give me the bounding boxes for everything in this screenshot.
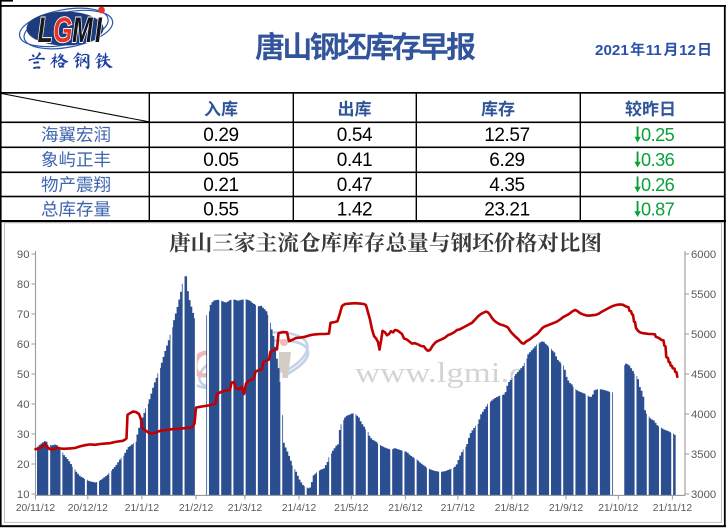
svg-text:20/12/12: 20/12/12 — [68, 503, 108, 514]
svg-text:0.47: 0.47 — [337, 175, 372, 196]
svg-text:M: M — [72, 11, 93, 50]
svg-text:0.29: 0.29 — [203, 125, 238, 146]
svg-text:0.54: 0.54 — [337, 125, 373, 146]
svg-text:50: 50 — [17, 369, 30, 381]
svg-text:21/5/12: 21/5/12 — [334, 503, 369, 514]
svg-text:23.21: 23.21 — [484, 200, 530, 221]
svg-text:I: I — [95, 11, 102, 50]
svg-text:0.05: 0.05 — [203, 150, 238, 171]
svg-text:21/3/12: 21/3/12 — [228, 503, 263, 514]
svg-text:4.35: 4.35 — [489, 175, 524, 196]
svg-text:21/9/12: 21/9/12 — [549, 503, 584, 514]
svg-text:80: 80 — [17, 279, 30, 291]
svg-text:5000: 5000 — [691, 329, 716, 341]
svg-text:2021: 2021 — [595, 42, 629, 59]
svg-text:1.42: 1.42 — [337, 200, 372, 221]
svg-text:21/4/12: 21/4/12 — [282, 503, 317, 514]
svg-text:0.21: 0.21 — [203, 175, 238, 196]
svg-text:21/1/12: 21/1/12 — [125, 503, 160, 514]
svg-text:0.25: 0.25 — [641, 125, 675, 145]
svg-text:0.55: 0.55 — [203, 200, 238, 221]
svg-text:10: 10 — [17, 489, 30, 501]
svg-text:4500: 4500 — [691, 369, 716, 381]
svg-text:30: 30 — [17, 429, 30, 441]
svg-text:20: 20 — [17, 459, 30, 471]
svg-text:0.41: 0.41 — [337, 150, 372, 171]
svg-text:0.36: 0.36 — [641, 150, 675, 170]
svg-text:40: 40 — [17, 399, 30, 411]
svg-text:21/10/12: 21/10/12 — [598, 503, 638, 514]
svg-text:20/11/12: 20/11/12 — [16, 503, 56, 514]
svg-text:21/11/12: 21/11/12 — [653, 503, 693, 514]
svg-text:3500: 3500 — [691, 449, 716, 461]
svg-text:21/8/12: 21/8/12 — [495, 503, 530, 514]
svg-text:L: L — [38, 11, 53, 50]
svg-text:3000: 3000 — [691, 489, 716, 501]
svg-text:6.29: 6.29 — [489, 150, 524, 171]
svg-text:12: 12 — [679, 42, 696, 59]
svg-text:12.57: 12.57 — [484, 125, 530, 146]
svg-text:90: 90 — [17, 249, 30, 261]
svg-text:0.87: 0.87 — [641, 200, 675, 220]
svg-text:G: G — [53, 11, 72, 50]
svg-text:60: 60 — [17, 339, 30, 351]
svg-text:70: 70 — [17, 309, 30, 321]
svg-text:6000: 6000 — [691, 249, 716, 261]
svg-text:11: 11 — [646, 42, 663, 59]
svg-text:0.26: 0.26 — [641, 175, 675, 195]
svg-text:21/2/12: 21/2/12 — [179, 503, 214, 514]
svg-text:21/6/12: 21/6/12 — [388, 503, 423, 514]
svg-text:5500: 5500 — [691, 289, 716, 301]
svg-text:4000: 4000 — [691, 409, 716, 421]
svg-text:21/7/12: 21/7/12 — [441, 503, 476, 514]
